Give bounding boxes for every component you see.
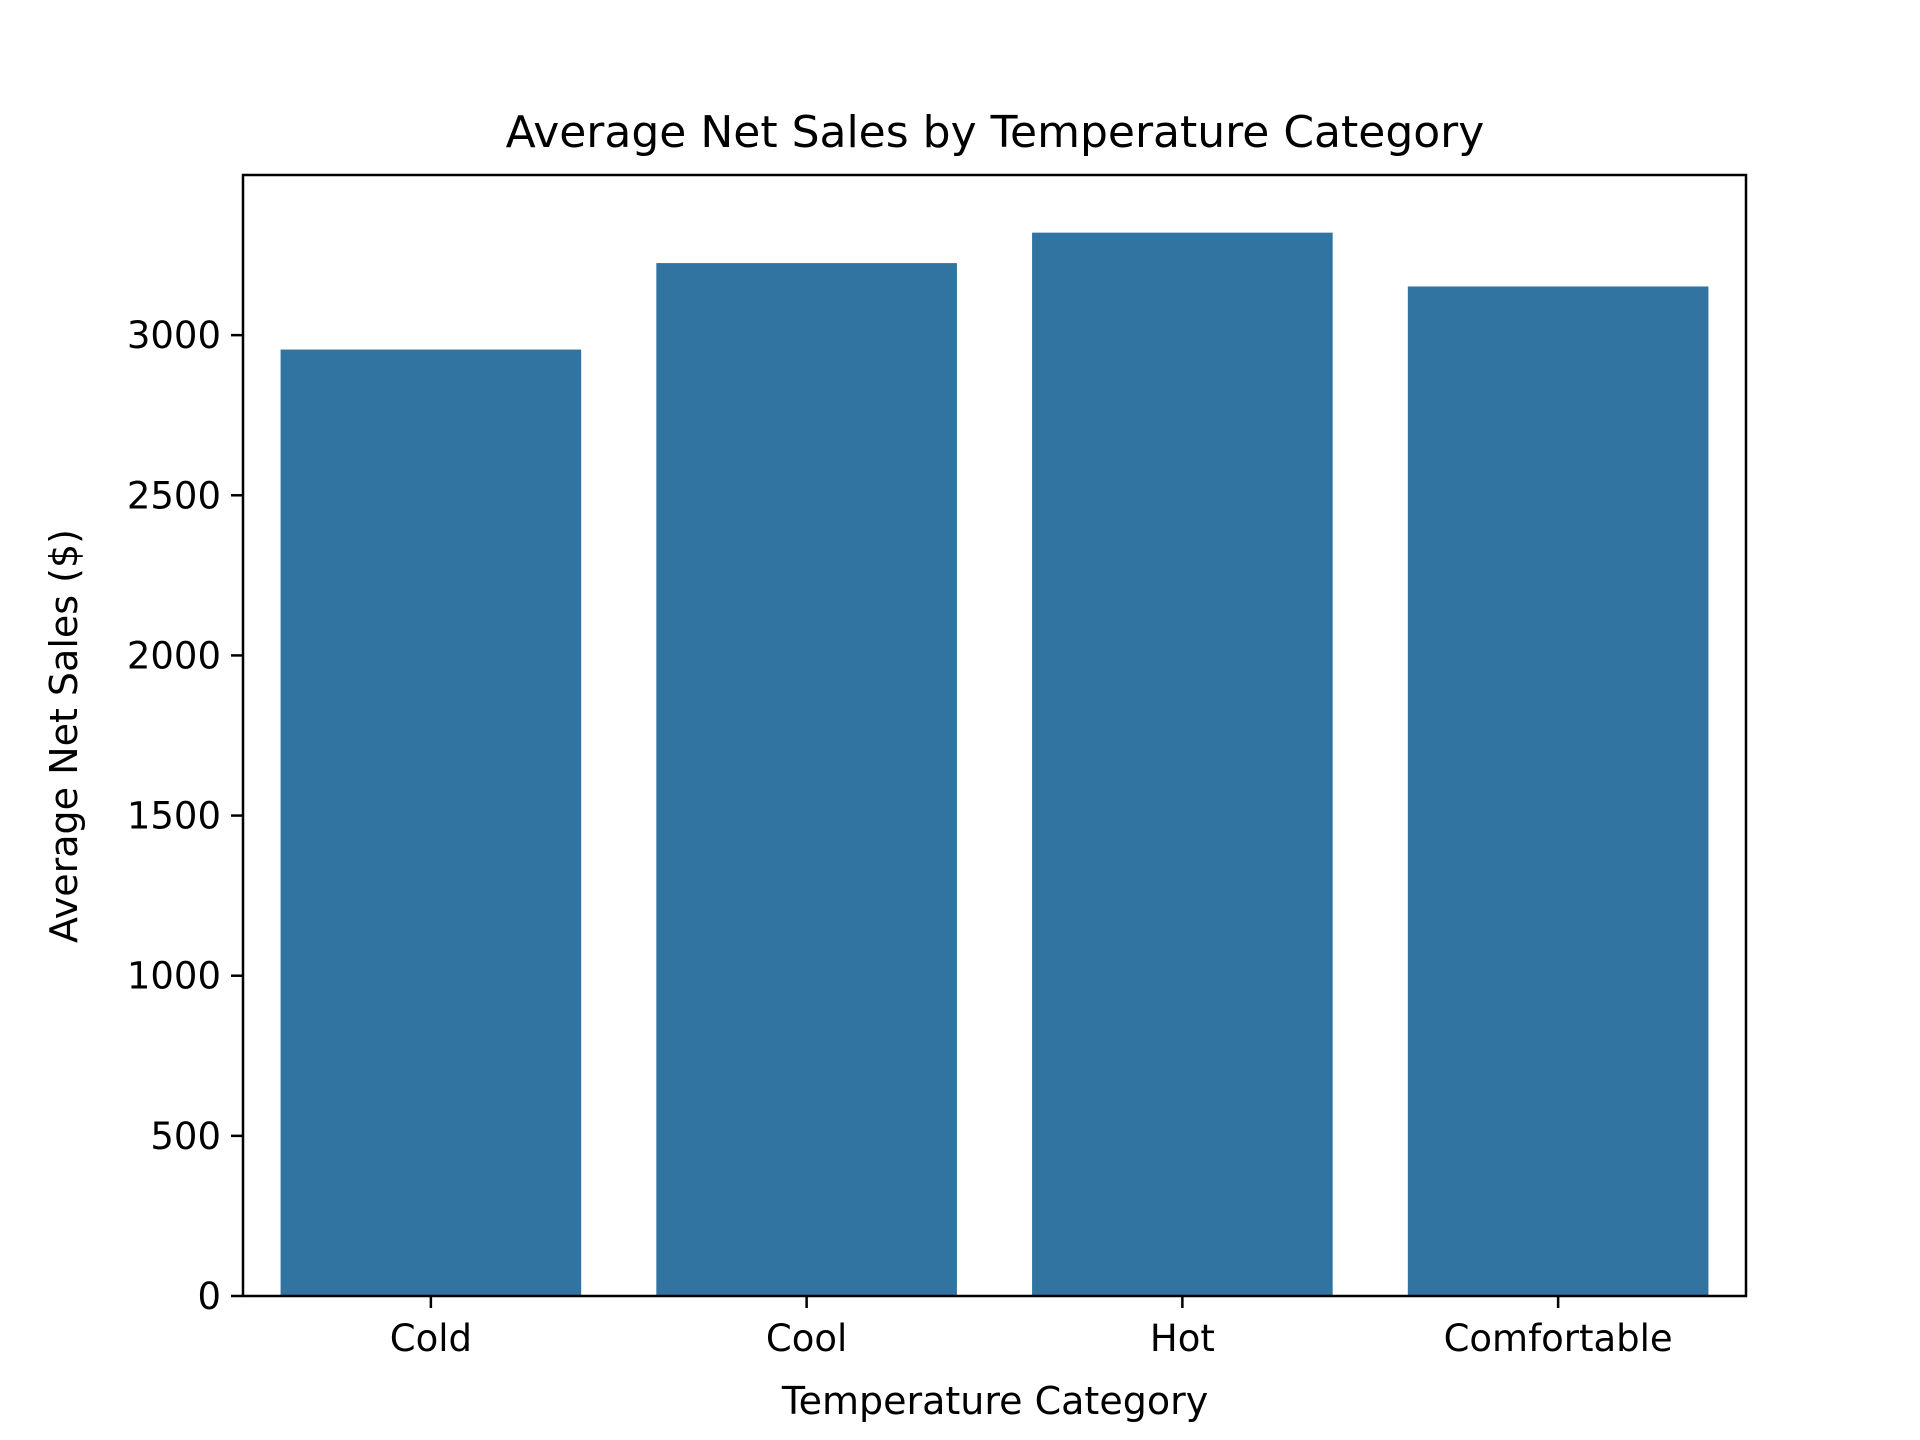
x-tick-label: Comfortable bbox=[1444, 1317, 1673, 1360]
y-tick-label: 3000 bbox=[127, 314, 221, 357]
chart-title: Average Net Sales by Temperature Categor… bbox=[506, 107, 1485, 158]
bar-hot bbox=[1032, 232, 1333, 1297]
bars-group bbox=[280, 232, 1709, 1297]
y-tick-label: 1500 bbox=[127, 795, 221, 838]
bar-cold bbox=[280, 349, 582, 1296]
y-tick-label: 0 bbox=[197, 1275, 221, 1318]
y-tick-label: 2000 bbox=[127, 634, 221, 677]
y-tick-label: 500 bbox=[150, 1115, 221, 1158]
x-tick-label: Hot bbox=[1150, 1317, 1215, 1360]
y-axis: 0 500 1000 1500 2000 2500 3000 bbox=[127, 314, 243, 1318]
bar-comfortable bbox=[1407, 286, 1709, 1296]
plot-frame bbox=[241, 173, 1748, 1298]
x-tick-label: Cool bbox=[766, 1317, 847, 1360]
x-axis-label: Temperature Category bbox=[781, 1379, 1208, 1423]
y-tick-label: 2500 bbox=[127, 474, 221, 517]
y-tick-label: 1000 bbox=[127, 955, 221, 998]
bar-cool bbox=[656, 263, 957, 1296]
x-tick-label: Cold bbox=[390, 1317, 472, 1360]
y-axis-label: Average Net Sales ($) bbox=[42, 529, 86, 943]
x-axis: Cold Cool Hot Comfortable bbox=[390, 1296, 1673, 1360]
